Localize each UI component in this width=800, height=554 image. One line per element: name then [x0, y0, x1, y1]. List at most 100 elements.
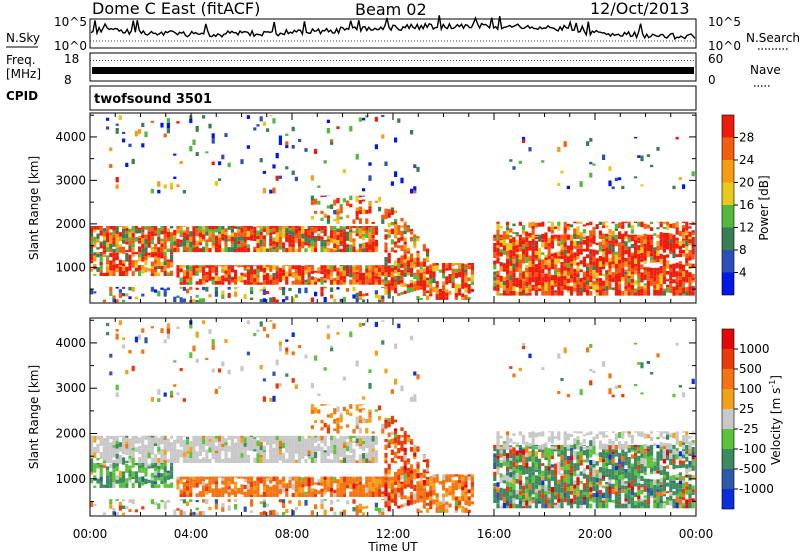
power-cell: [310, 235, 314, 239]
power-cell: [195, 294, 199, 298]
velocity-cell: [214, 481, 218, 485]
power-cell: [634, 258, 638, 264]
velocity-cell: [397, 455, 401, 459]
power-cell: [259, 226, 263, 229]
velocity-cell: [333, 419, 337, 424]
velocity-cell: [154, 481, 158, 484]
velocity-cell: [627, 480, 631, 483]
velocity-cell: [618, 479, 622, 485]
power-cell: [499, 249, 503, 253]
velocity-cell: [170, 465, 174, 472]
velocity-cell: [358, 435, 362, 439]
velocity-cell: [550, 505, 554, 509]
velocity-cell: [150, 437, 154, 442]
velocity-cell: [394, 431, 398, 434]
velocity-cell: [125, 460, 129, 463]
power-cell: [323, 239, 327, 243]
power-cell: [461, 269, 465, 275]
velocity-cell: [406, 437, 410, 443]
power-cell: [509, 228, 513, 233]
power-cell: [336, 208, 340, 212]
power-cell: [445, 268, 449, 271]
power-cell: [646, 251, 650, 257]
power-cell: [202, 228, 206, 235]
velocity-cell: [346, 441, 350, 446]
velocity-cell: [186, 458, 190, 463]
power-cell: [157, 255, 161, 258]
velocity-cell: [346, 480, 350, 485]
power-cell: [109, 286, 113, 292]
power-cell: [157, 261, 161, 266]
velocity-cell: [358, 415, 362, 420]
velocity-cell: [512, 494, 516, 499]
power-cell: [365, 293, 369, 296]
velocity-cell: [237, 438, 241, 443]
velocity-cell: [352, 499, 356, 504]
velocity-cell: [541, 493, 545, 499]
power-cell: [589, 275, 593, 280]
power-cell: [586, 276, 590, 281]
velocity-cell: [560, 466, 564, 471]
velocity-cell: [262, 476, 266, 480]
velocity-cell: [403, 495, 407, 500]
velocity-cell: [294, 477, 298, 481]
power-cell: [413, 262, 417, 265]
power-cell: [502, 231, 506, 234]
power-cell: [624, 285, 628, 289]
power-cell: [550, 285, 554, 291]
power-cell: [403, 228, 407, 231]
power-cell: [285, 276, 289, 280]
power-cell: [560, 275, 564, 281]
power-cell: [314, 236, 318, 242]
power-cell: [352, 265, 356, 267]
power-cell: [173, 229, 177, 236]
power-cell: [349, 265, 353, 270]
velocity-cell: [525, 441, 529, 446]
power-cell: [128, 268, 132, 271]
power-cell: [506, 279, 510, 285]
velocity-cell: [493, 444, 497, 449]
power-cell: [362, 299, 366, 303]
power-cell: [560, 244, 564, 250]
power-cell: [634, 136, 638, 139]
velocity-cell: [362, 404, 366, 406]
power-cell: [589, 236, 593, 240]
velocity-cell: [240, 437, 244, 443]
velocity-cell: [99, 440, 103, 446]
velocity-cell: [611, 448, 615, 452]
power-cell: [445, 296, 449, 300]
power-cell: [166, 231, 170, 238]
power-cell: [666, 263, 670, 269]
power-cell: [621, 260, 625, 263]
velocity-cell: [275, 457, 279, 463]
velocity-cell: [413, 473, 417, 476]
power-cell: [653, 281, 657, 286]
power-cell: [602, 221, 606, 226]
power-cell: [534, 264, 538, 268]
power-cell: [419, 263, 423, 267]
power-cell: [400, 236, 404, 241]
velocity-cell: [557, 479, 561, 484]
velocity-cell: [374, 490, 378, 494]
power-cell: [128, 245, 132, 249]
velocity-cell: [266, 476, 270, 478]
power-cell: [141, 265, 145, 271]
power-cell: [102, 228, 106, 232]
power-cell: [691, 244, 695, 249]
velocity-cell: [368, 417, 372, 423]
velocity-cell: [330, 476, 334, 481]
velocity-cell: [368, 449, 372, 455]
power-cell: [186, 240, 190, 244]
velocity-cell: [234, 457, 238, 460]
velocity-cell: [157, 389, 161, 395]
velocity-cell: [317, 409, 321, 414]
velocity-cell: [272, 435, 276, 438]
power-cell: [685, 257, 689, 264]
power-cell: [518, 221, 522, 226]
velocity-cell: [262, 450, 266, 453]
velocity-cell: [365, 458, 369, 463]
power-cell: [150, 269, 154, 274]
power-cell: [387, 272, 391, 277]
power-cell: [320, 291, 324, 297]
power-cell: [221, 236, 225, 241]
